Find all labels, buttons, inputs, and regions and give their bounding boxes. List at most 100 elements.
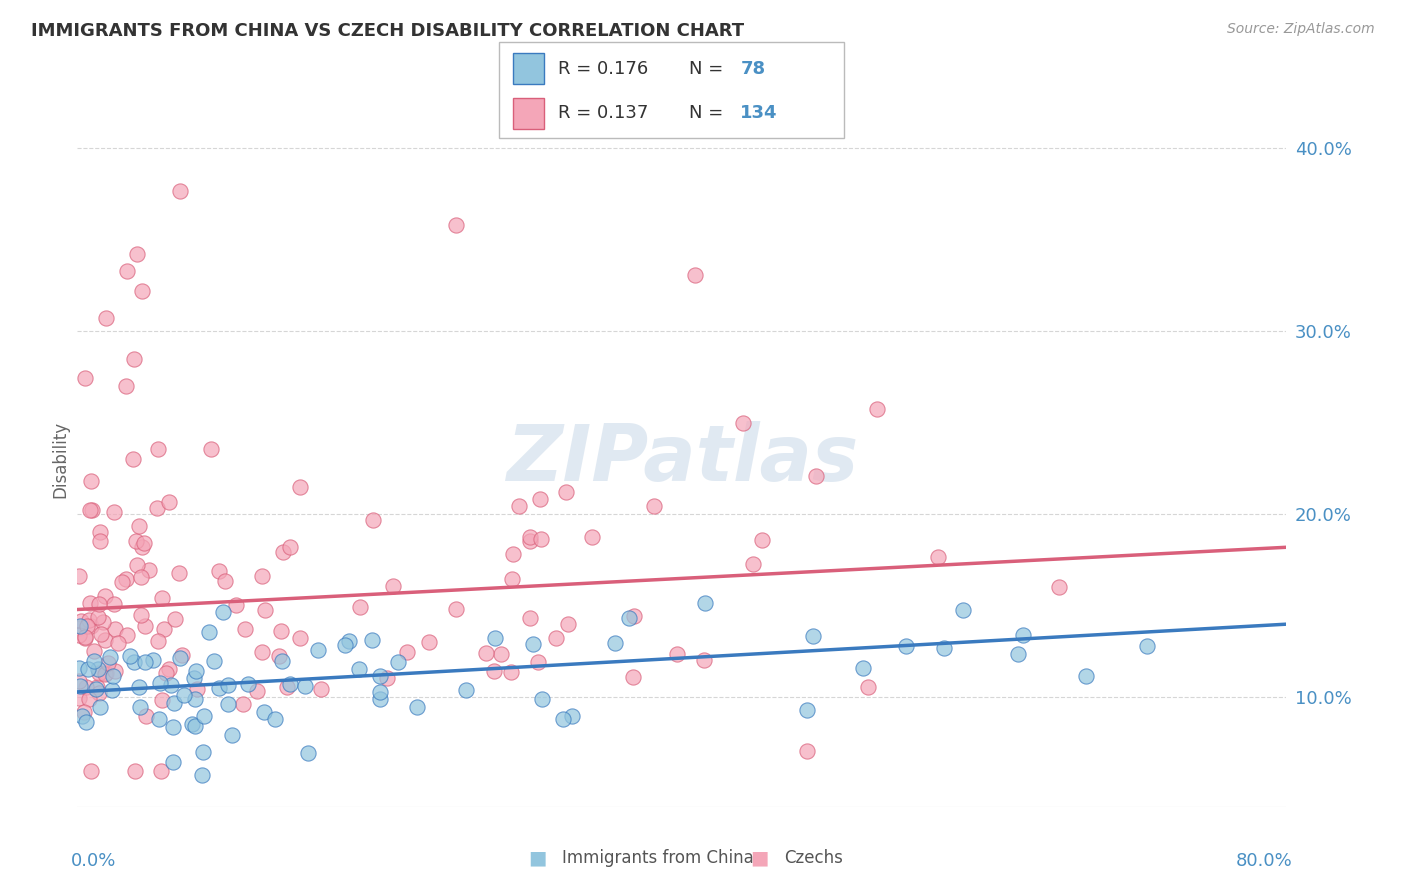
Point (125, 247, 148, 261)
Point (127, 558, 149, 572)
Point (927, 550, 949, 565)
Point (499, 665, 522, 679)
Point (155, 666, 177, 681)
FancyBboxPatch shape (499, 42, 844, 138)
Point (167, 566, 190, 580)
Point (73, 631, 96, 645)
Point (297, 746, 319, 760)
Text: R = 0.137: R = 0.137 (558, 104, 648, 122)
Point (200, 442, 222, 457)
Point (83, 654, 105, 668)
Point (94, 311, 117, 326)
Point (69, 619, 91, 633)
Point (152, 693, 174, 707)
Point (87, 662, 110, 676)
Point (173, 688, 195, 702)
Point (169, 651, 191, 665)
Point (150, 591, 173, 605)
Point (124, 655, 146, 669)
Text: 134: 134 (741, 104, 778, 122)
FancyBboxPatch shape (513, 54, 544, 85)
Point (124, 764, 146, 778)
Point (67, 661, 90, 675)
Point (446, 219, 468, 233)
Point (111, 574, 134, 589)
Point (395, 645, 418, 659)
Point (619, 611, 641, 625)
Point (90, 626, 112, 640)
Point (97, 656, 120, 670)
Point (796, 744, 818, 758)
Point (67, 674, 90, 689)
Point (233, 623, 256, 637)
Text: ■: ■ (527, 848, 547, 868)
Point (83, 644, 105, 658)
Point (86, 681, 108, 695)
Point (387, 656, 409, 670)
Point (288, 480, 311, 494)
Point (623, 608, 645, 623)
Point (69, 614, 91, 628)
Point (181, 716, 204, 731)
Point (169, 184, 191, 198)
Point (270, 654, 292, 668)
Point (217, 677, 239, 691)
Point (527, 655, 550, 669)
Point (208, 565, 231, 579)
Text: 78: 78 (741, 60, 765, 78)
Point (693, 596, 716, 610)
Point (73, 632, 96, 646)
Point (1007, 647, 1029, 661)
Point (484, 665, 506, 679)
Point (163, 611, 186, 625)
Point (349, 600, 371, 615)
Point (107, 635, 129, 649)
Point (80, 619, 103, 633)
Point (184, 691, 207, 706)
Point (1047, 580, 1070, 594)
Point (115, 378, 138, 392)
Point (67, 691, 90, 706)
Text: N =: N = (689, 104, 728, 122)
Text: R = 0.176: R = 0.176 (558, 60, 648, 78)
Point (866, 402, 889, 417)
Point (104, 664, 127, 678)
Point (368, 685, 391, 699)
Point (80, 474, 103, 488)
Point (135, 708, 157, 723)
Point (117, 264, 139, 278)
Point (67, 569, 90, 583)
Point (129, 700, 152, 714)
Point (225, 599, 247, 613)
Point (142, 652, 165, 666)
Point (519, 530, 541, 544)
Point (683, 268, 706, 282)
Point (217, 697, 239, 711)
Point (134, 535, 156, 549)
Point (93, 666, 115, 681)
Point (605, 636, 627, 650)
Point (444, 602, 467, 616)
Point (333, 638, 356, 652)
FancyBboxPatch shape (513, 98, 544, 128)
Point (271, 545, 294, 559)
Point (852, 661, 875, 675)
Text: Source: ZipAtlas.com: Source: ZipAtlas.com (1227, 22, 1375, 37)
Point (370, 691, 392, 706)
Point (172, 648, 194, 662)
Point (856, 680, 879, 694)
Point (115, 572, 138, 586)
Point (307, 643, 329, 657)
Point (1135, 639, 1157, 653)
Point (519, 534, 541, 549)
Point (134, 618, 156, 632)
Point (184, 719, 207, 733)
Point (79, 503, 101, 517)
Point (104, 623, 127, 637)
Point (202, 654, 225, 668)
Point (894, 639, 917, 653)
Point (280, 541, 302, 555)
Point (236, 676, 259, 690)
Point (89, 699, 111, 714)
Point (184, 664, 207, 678)
